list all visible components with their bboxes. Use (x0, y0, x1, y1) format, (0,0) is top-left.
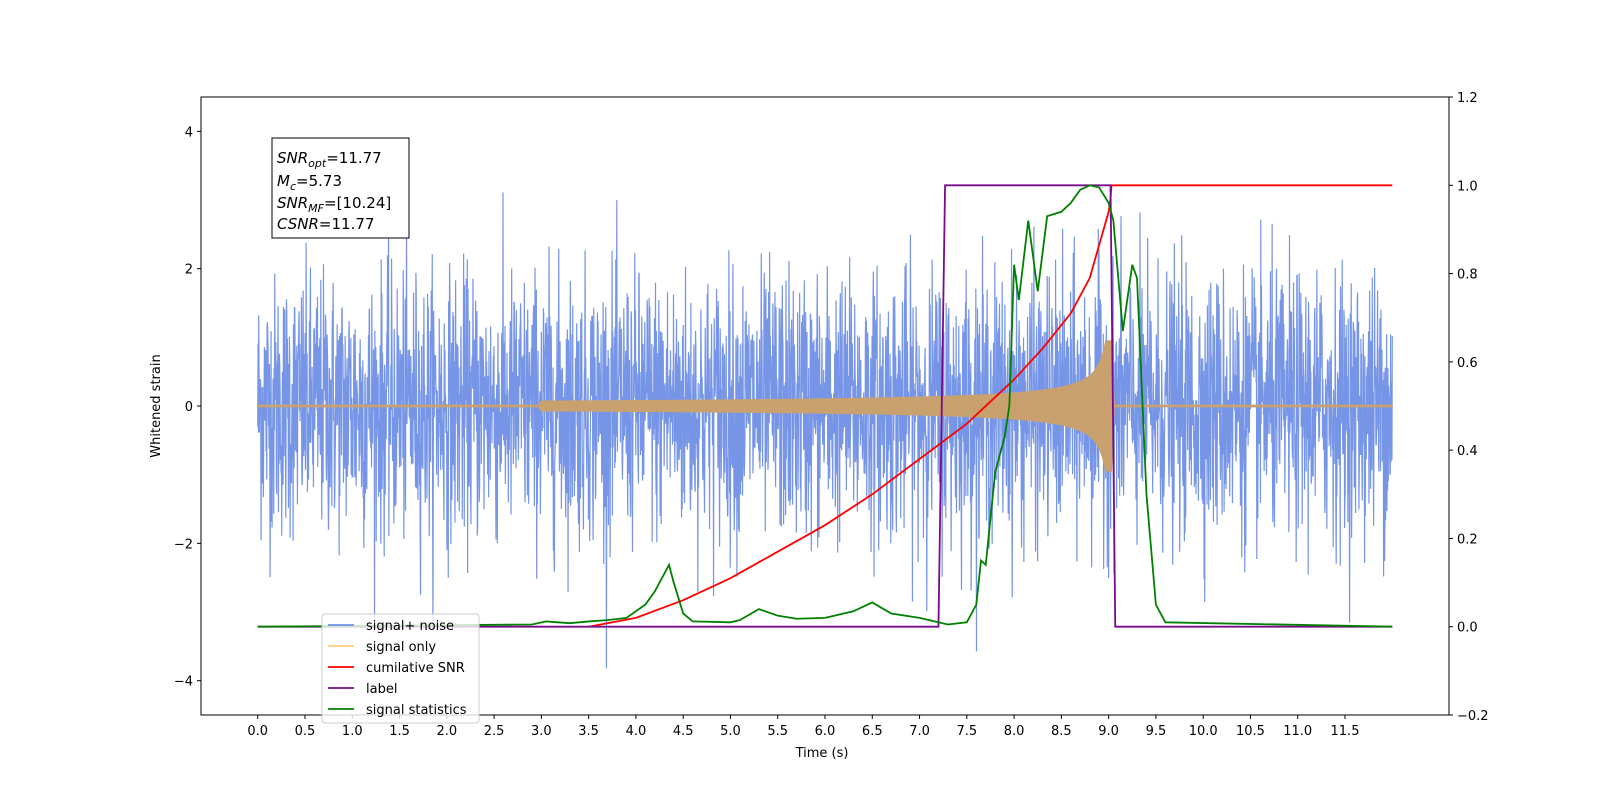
x-tick-label: 0.0 (247, 724, 268, 739)
y2-tick-label: 0.8 (1457, 268, 1478, 283)
x-tick-label: 6.0 (815, 724, 836, 739)
x-tick-label: 1.5 (389, 724, 410, 739)
legend-entry-signal-only: signal only (328, 640, 436, 655)
x-tick-label: 3.5 (578, 724, 599, 739)
x-tick-label: 2.5 (484, 724, 505, 739)
x-axis-label: Time (s) (795, 746, 849, 761)
x-tick-label: 1.0 (342, 724, 363, 739)
x-tick-label: 7.0 (909, 724, 930, 739)
x-tick-label: 9.5 (1146, 724, 1167, 739)
legend-entry-signal-statistics: signal statistics (328, 703, 467, 718)
y-axis-label: Whitened strain (149, 354, 164, 457)
x-tick-label: 10.0 (1189, 724, 1218, 739)
legend-label-signal-only: signal only (366, 640, 436, 655)
x-tick-label: 11.0 (1283, 724, 1312, 739)
x-tick-label: 0.5 (295, 724, 316, 739)
annotation-csnr: CSNR=11.77 (277, 215, 374, 233)
legend: signal+ noise signal only cumilative SNR… (321, 613, 480, 724)
x-tick-label: 4.5 (673, 724, 694, 739)
series-label (257, 184, 1393, 628)
legend-label-cumulative-snr: cumilative SNR (366, 661, 465, 676)
x-tick-label: 8.5 (1051, 724, 1072, 739)
y2-tick-label: 0.2 (1457, 532, 1478, 547)
y-tick-label: 0 (185, 400, 193, 415)
x-tick-label: 9.0 (1098, 724, 1119, 739)
x-tick-label: 4.0 (626, 724, 647, 739)
annotation-snr-opt: SNRopt=11.77 (277, 149, 382, 170)
x-tick-label: 5.5 (767, 724, 788, 739)
y2-tick-label: 0.4 (1457, 444, 1478, 459)
series-signal-noise (257, 192, 1393, 669)
y-tick-label: 2 (185, 263, 193, 278)
x-tick-label: 7.5 (956, 724, 977, 739)
series-signal-statistics (257, 184, 1393, 628)
y-tick-label: −2 (174, 537, 193, 552)
y2-tick-label: 0.6 (1457, 356, 1478, 371)
x-tick-label: 10.5 (1236, 724, 1265, 739)
y2-tick-label: −0.2 (1457, 709, 1489, 724)
x-tick-label: 5.0 (720, 724, 741, 739)
x-tick-label: 3.0 (531, 724, 552, 739)
x-tick-label: 6.5 (862, 724, 883, 739)
legend-label-signal-noise: signal+ noise (366, 619, 454, 634)
legend-entry-cumulative-snr: cumilative SNR (328, 661, 465, 676)
legend-label-signal-statistics: signal statistics (366, 703, 467, 718)
annotation-mc: Mc=5.73 (277, 172, 342, 193)
annotation-snr-mf: SNRMF=[10.24] (277, 194, 391, 215)
annotation-box: SNRopt=11.77 Mc=5.73 SNRMF=[10.24] CSNR=… (271, 137, 410, 239)
legend-entry-label: label (328, 682, 397, 697)
series-signal-only (257, 340, 1393, 472)
y-tick-label: −4 (174, 675, 193, 690)
x-tick-label: 8.0 (1004, 724, 1025, 739)
x-tick-label: 11.5 (1331, 724, 1360, 739)
y2-tick-label: 0.0 (1457, 621, 1478, 636)
y2-tick-label: 1.2 (1457, 91, 1478, 106)
legend-label-label: label (366, 682, 397, 697)
y2-tick-label: 1.0 (1457, 179, 1478, 194)
x-tick-label: 2.0 (436, 724, 457, 739)
y-tick-label: 4 (185, 125, 193, 140)
legend-entry-signal-noise: signal+ noise (328, 619, 454, 634)
